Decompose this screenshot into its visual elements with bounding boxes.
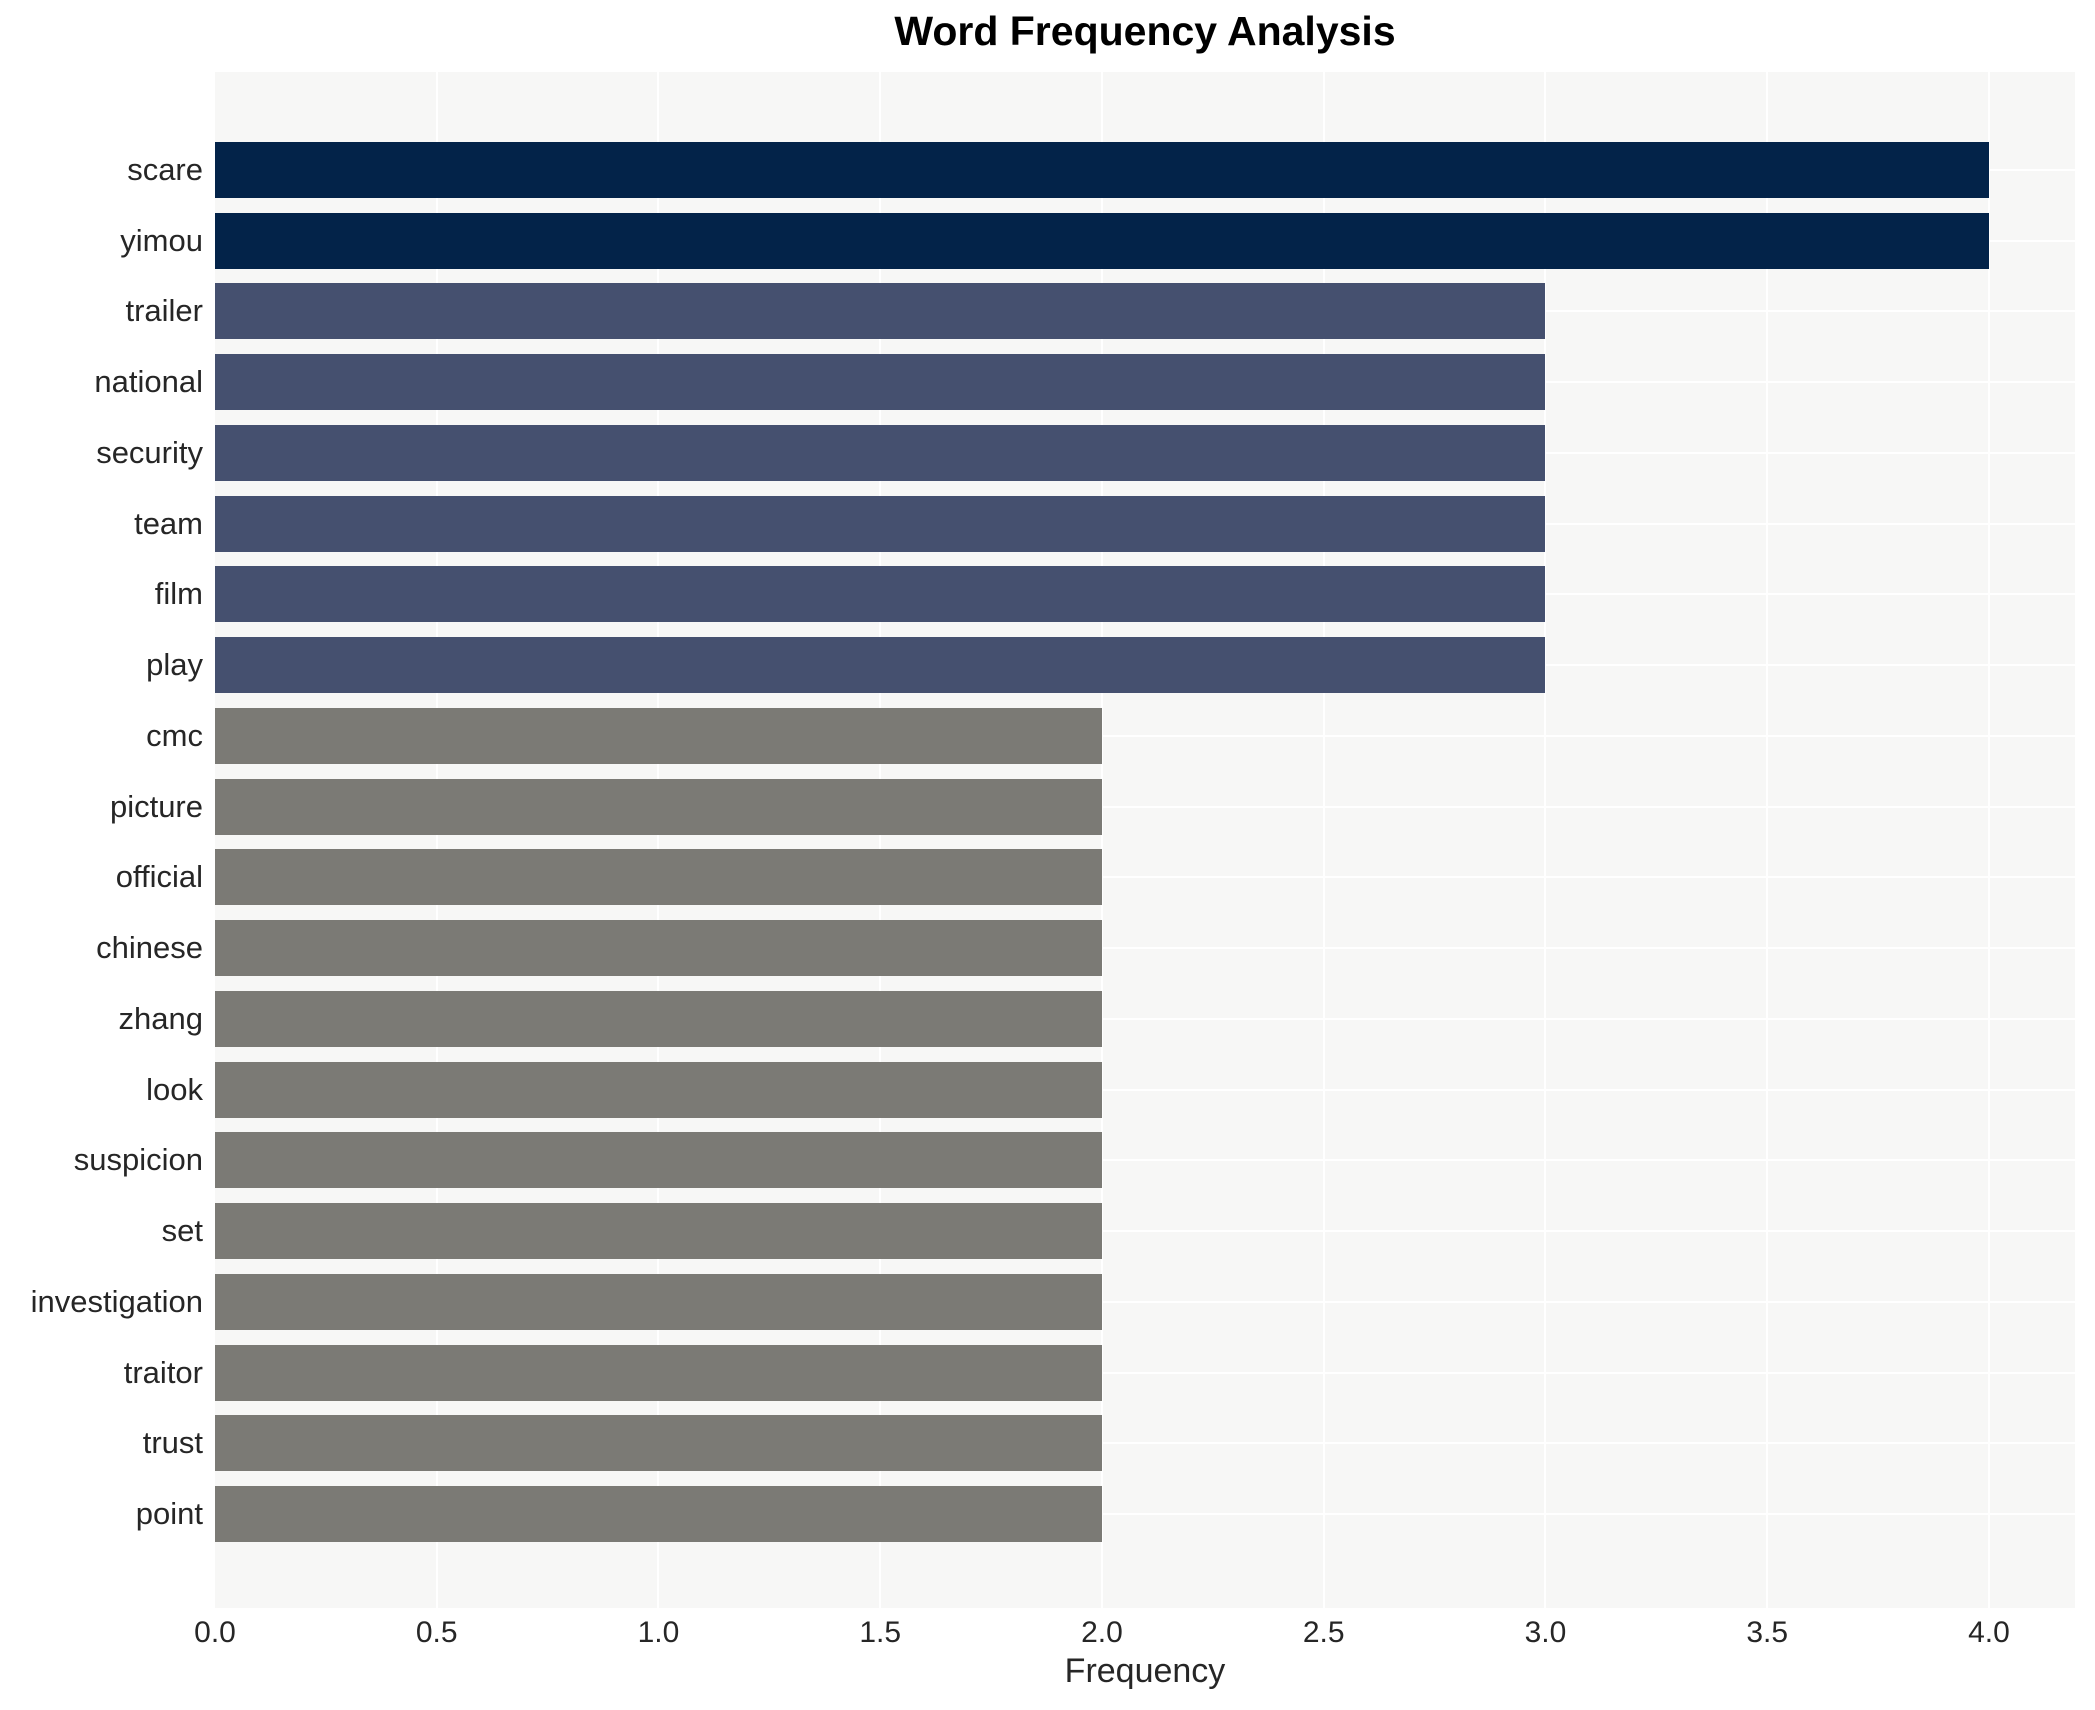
bar-chinese <box>215 920 1102 977</box>
plot-area <box>215 72 2075 1608</box>
y-tick-label-point: point <box>135 1496 203 1532</box>
bar-team <box>215 495 1546 552</box>
x-tick-label-0.0: 0.0 <box>194 1616 236 1649</box>
bar-scare <box>215 142 1989 198</box>
chart-title: Word Frequency Analysis <box>894 8 1396 54</box>
vertical-gridline <box>657 72 660 1608</box>
x-tick-label-0.5: 0.5 <box>415 1616 458 1649</box>
vertical-gridline <box>1766 72 1769 1608</box>
x-tick-label-4.0: 4.0 <box>1968 1616 2010 1649</box>
horizontal-gridline <box>215 1159 2075 1162</box>
y-tick-label-zhang: zhang <box>118 1000 203 1036</box>
bar-suspicion <box>215 1132 1102 1189</box>
vertical-gridline <box>1100 72 1103 1608</box>
y-tick-label-film: film <box>154 576 203 612</box>
horizontal-gridline <box>215 1230 2075 1233</box>
vertical-gridline <box>435 72 438 1608</box>
y-tick-label-investigation: investigation <box>30 1283 203 1319</box>
y-tick-label-traitor: traitor <box>123 1354 203 1390</box>
y-tick-label-chinese: chinese <box>96 930 203 966</box>
horizontal-gridline <box>215 947 2075 950</box>
bar-film <box>215 566 1546 623</box>
x-axis-label: Frequency <box>1064 1652 1226 1690</box>
y-tick-label-suspicion: suspicion <box>73 1142 203 1178</box>
bar-cmc <box>215 707 1102 764</box>
horizontal-gridline <box>215 1300 2075 1303</box>
bar-point <box>215 1486 1102 1543</box>
bar-set <box>215 1203 1102 1260</box>
y-tick-label-trailer: trailer <box>125 293 203 329</box>
bar-yimou <box>215 212 1989 269</box>
bar-traitor <box>215 1344 1102 1401</box>
horizontal-gridline <box>215 805 2075 808</box>
horizontal-gridline <box>215 1017 2075 1020</box>
bar-look <box>215 1061 1102 1118</box>
y-tick-label-play: play <box>146 647 203 683</box>
y-tick-label-scare: scare <box>127 152 203 187</box>
bar-investigation <box>215 1273 1102 1330</box>
horizontal-gridline <box>215 876 2075 879</box>
horizontal-gridline <box>215 1442 2075 1445</box>
y-tick-label-national: national <box>94 364 203 400</box>
x-tick-label-1.5: 1.5 <box>859 1616 902 1649</box>
bar-play <box>215 637 1546 694</box>
x-tick-label-1.0: 1.0 <box>637 1616 680 1649</box>
y-tick-label-security: security <box>96 434 203 470</box>
y-tick-label-look: look <box>146 1071 203 1107</box>
horizontal-gridline <box>215 1513 2075 1516</box>
x-tick-label-3.5: 3.5 <box>1746 1616 1789 1649</box>
bar-security <box>215 424 1546 481</box>
bar-trust <box>215 1415 1102 1472</box>
x-tick-label-3.0: 3.0 <box>1524 1616 1567 1649</box>
bar-picture <box>215 778 1102 835</box>
horizontal-gridline <box>215 734 2075 737</box>
y-tick-label-official: official <box>115 859 203 895</box>
y-tick-label-cmc: cmc <box>146 717 203 753</box>
bar-trailer <box>215 283 1546 340</box>
vertical-gridline <box>1987 72 1990 1608</box>
bar-zhang <box>215 990 1102 1047</box>
bar-official <box>215 849 1102 906</box>
horizontal-gridline <box>215 1088 2075 1091</box>
vertical-gridline <box>1544 72 1547 1608</box>
x-tick-label-2.0: 2.0 <box>1081 1616 1123 1649</box>
y-tick-label-trust: trust <box>142 1425 203 1461</box>
y-tick-label-team: team <box>134 505 203 541</box>
vertical-gridline <box>879 72 882 1608</box>
vertical-gridline <box>1322 72 1325 1608</box>
y-tick-label-yimou: yimou <box>120 222 203 258</box>
bar-national <box>215 354 1546 411</box>
y-tick-label-picture: picture <box>109 788 203 824</box>
x-tick-label-2.5: 2.5 <box>1302 1616 1345 1649</box>
horizontal-gridline <box>215 1371 2075 1374</box>
y-tick-label-set: set <box>161 1213 203 1249</box>
